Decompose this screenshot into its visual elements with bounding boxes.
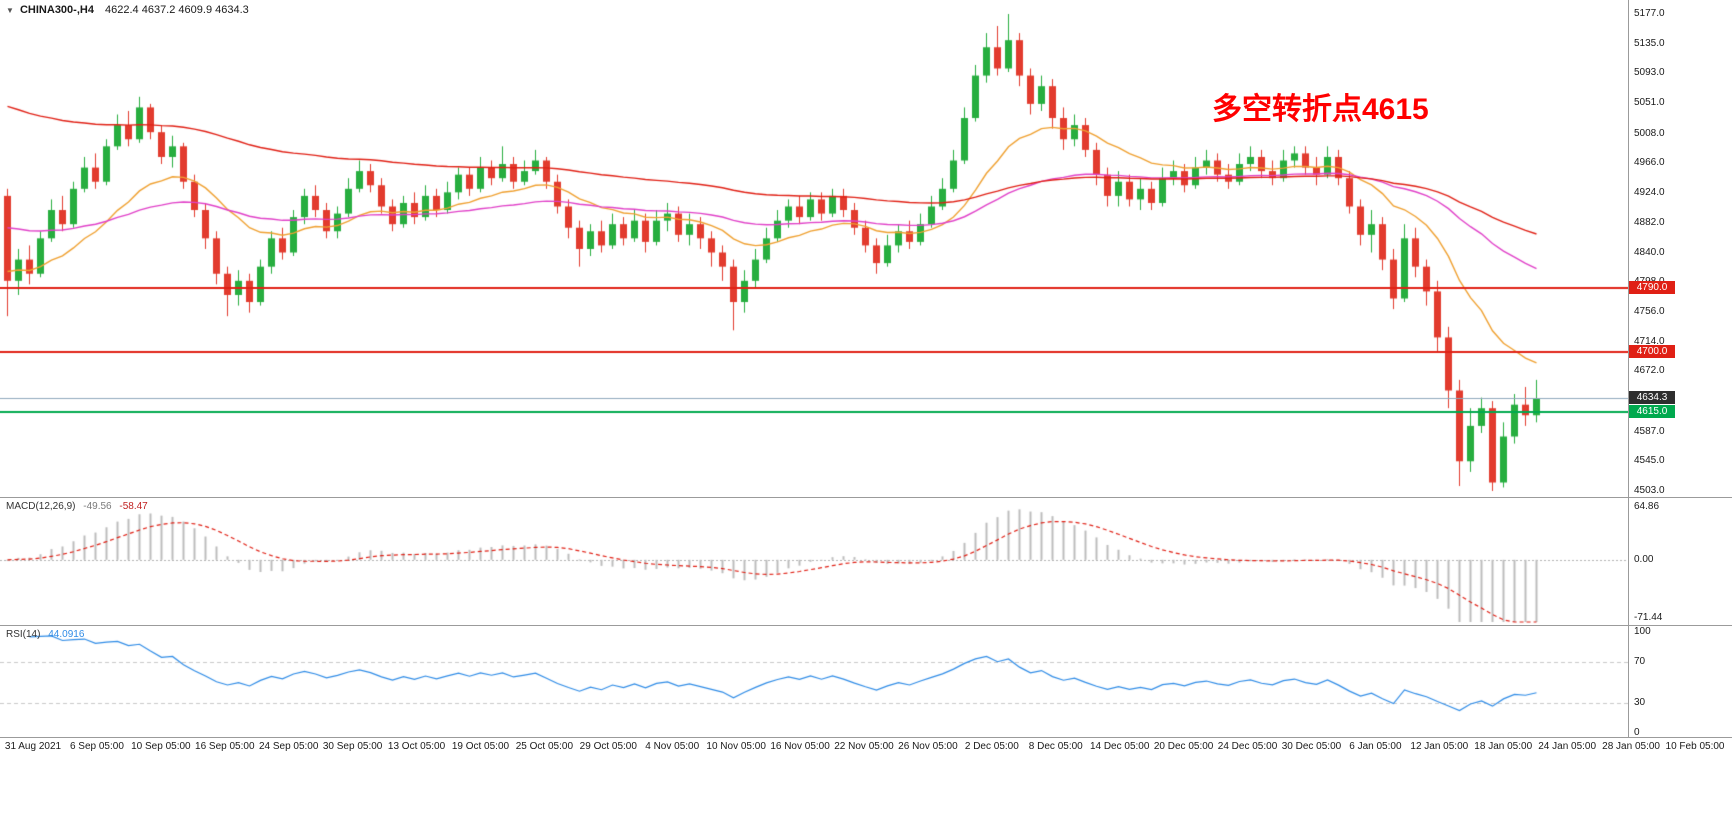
time-axis-label: 26 Nov 05:00: [898, 741, 958, 752]
annotation-text: 多空转折点4615: [1212, 93, 1429, 126]
time-axis-label: 28 Jan 05:00: [1602, 741, 1660, 752]
time-axis-label: 8 Dec 05:00: [1028, 741, 1083, 752]
symbol-marker-icon: ▼: [6, 6, 14, 15]
macd-axis-label: 64.86: [1634, 501, 1660, 512]
rsi-axis-label: 70: [1634, 656, 1646, 668]
time-axis-label: 20 Dec 05:00: [1153, 741, 1214, 752]
panel-separator: [0, 625, 1732, 626]
price-chart-canvas[interactable]: [0, 0, 1628, 497]
time-axis-label: 4 Nov 05:00: [645, 741, 700, 752]
price-axis-label: 5177.0: [1634, 8, 1665, 19]
price-axis-label: 4714.0: [1634, 335, 1665, 347]
time-axis-label: 30 Sep 05:00: [322, 741, 383, 752]
macd-signal-value: -58.47: [119, 501, 148, 512]
time-axis-label: 6 Jan 05:00: [1349, 741, 1402, 752]
time-axis-label: 31 Aug 2021: [4, 741, 62, 752]
rsi-indicator-label: RSI(14) 44.0916: [6, 629, 84, 640]
macd-name: MACD(12,26,9): [6, 501, 76, 512]
price-axis-label: 4756.0: [1634, 305, 1665, 317]
price-axis-label: 4545.0: [1634, 455, 1665, 467]
time-axis[interactable]: 31 Aug 2021 6 Sep 05:00 10 Sep 05:00 16 Sep…: [0, 741, 1732, 759]
price-axis-label: 4882.0: [1634, 216, 1665, 228]
current-price-tag: 4634.3: [1629, 391, 1675, 405]
price-axis-label: 4924.0: [1634, 187, 1665, 199]
price-axis-label: 5135.0: [1634, 37, 1665, 49]
rsi-axis[interactable]: 100 70 30 0: [1629, 626, 1732, 738]
price-axis[interactable]: 5177.0 5135.0 5093.0 5051.0 5008.0 4966.0 4924…: [1629, 0, 1732, 497]
time-axis-label: 16 Nov 05:00: [770, 741, 830, 752]
price-axis-label: 4840.0: [1634, 246, 1665, 258]
price-tag-4700.0: 4700.0: [1629, 344, 1675, 358]
time-axis-label: 29 Oct 05:00: [579, 741, 637, 752]
rsi-axis-label: 30: [1634, 696, 1646, 708]
macd-main-value: -49.56: [83, 501, 112, 512]
panel-separator: [0, 737, 1732, 738]
time-axis-label: 24 Dec 05:00: [1217, 741, 1278, 752]
time-axis-label: 24 Jan 05:00: [1538, 741, 1597, 752]
time-axis-label: 30 Dec 05:00: [1281, 741, 1342, 752]
time-axis-label: 13 Oct 05:00: [387, 741, 446, 752]
axis-separator: [1628, 0, 1629, 737]
time-axis-label: 6 Sep 05:00: [69, 741, 124, 752]
chart-header: ▼ CHINA300-,H4 4622.4 4637.2 4609.9 4634…: [6, 4, 249, 16]
time-axis-label: 25 Oct 05:00: [515, 741, 574, 752]
price-tag-4615.0: 4615.0: [1629, 404, 1675, 418]
price-axis-label: 4587.0: [1634, 425, 1665, 437]
panel-separator: [0, 497, 1732, 498]
time-axis-label: 10 Sep 05:00: [131, 741, 191, 752]
macd-axis-label: 0.00: [1634, 553, 1654, 565]
time-axis-label: 24 Sep 05:00: [258, 741, 319, 752]
price-axis-label: 5051.0: [1634, 97, 1665, 109]
price-tag-4790.0: 4790.0: [1629, 280, 1675, 294]
ohlc-values: 4622.4 4637.2 4609.9 4634.3: [105, 4, 249, 16]
rsi-name: RSI(14): [6, 629, 41, 640]
time-axis-label: 2 Dec 05:00: [964, 741, 1019, 752]
rsi-axis-label: 0: [1634, 727, 1640, 738]
macd-axis[interactable]: 64.86 0.00 -71.44: [1629, 498, 1732, 625]
macd-axis-label: -71.44: [1634, 612, 1663, 623]
price-axis-label: 4966.0: [1634, 157, 1665, 169]
rsi-value: 44.0916: [48, 629, 85, 640]
time-axis-label: 10 Feb 05:00: [1665, 741, 1725, 752]
rsi-axis-label: 100: [1634, 626, 1651, 637]
time-axis-label: 22 Nov 05:00: [834, 741, 894, 752]
time-axis-label: 10 Nov 05:00: [706, 741, 766, 752]
symbol-timeframe-label: CHINA300-,H4: [19, 4, 94, 16]
time-axis-label: 19 Oct 05:00: [451, 741, 510, 752]
time-axis-label: 18 Jan 05:00: [1474, 741, 1533, 752]
price-axis-label: 5008.0: [1634, 127, 1665, 139]
price-axis-label: 4672.0: [1634, 365, 1665, 377]
time-axis-label: 16 Sep 05:00: [195, 741, 255, 752]
rsi-indicator-canvas[interactable]: [0, 626, 1628, 737]
price-axis-label: 5093.0: [1634, 67, 1665, 79]
price-axis-label: 4503.0: [1634, 485, 1665, 496]
macd-indicator-label: MACD(12,26,9) -49.56 -58.47: [6, 501, 148, 512]
time-axis-label: 14 Dec 05:00: [1089, 741, 1150, 752]
time-axis-label: 12 Jan 05:00: [1410, 741, 1469, 752]
macd-indicator-canvas[interactable]: [0, 498, 1628, 625]
